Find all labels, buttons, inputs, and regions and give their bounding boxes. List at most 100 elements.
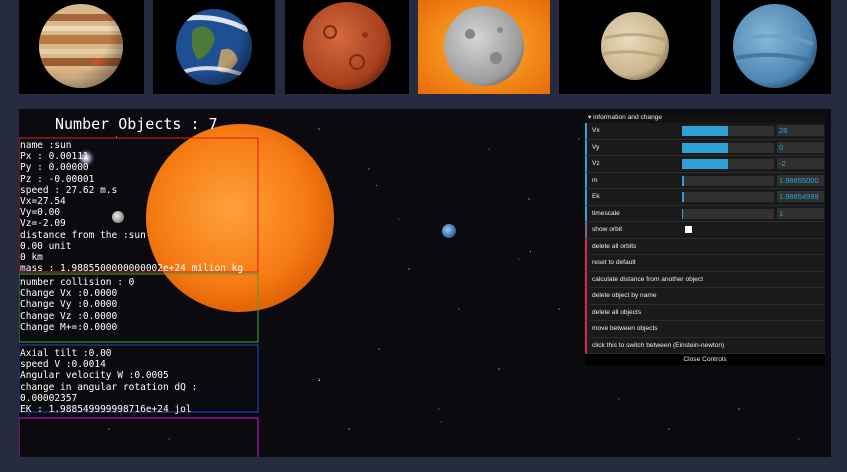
folder-title: information and change bbox=[593, 114, 663, 121]
collision-panel: number collision : 0 Change Vx :0.0000 C… bbox=[19, 276, 134, 333]
button-label: move between objects bbox=[592, 325, 658, 332]
jupiter-thumbnail[interactable] bbox=[19, 0, 144, 94]
mass-slider-fill bbox=[682, 175, 684, 186]
mars-thumbnail[interactable] bbox=[285, 0, 409, 94]
venus-icon bbox=[601, 12, 669, 80]
rotation-line: 0.00002357 bbox=[20, 392, 78, 404]
control-timescale: timescale 1 bbox=[585, 205, 825, 222]
jupiter-icon bbox=[39, 4, 123, 88]
button-label: calculate distance from another object bbox=[592, 275, 704, 283]
vx-input[interactable]: 28 bbox=[777, 125, 824, 136]
vy-input[interactable]: 0 bbox=[777, 141, 824, 153]
info-border-red bbox=[19, 137, 259, 273]
control-show-orbit[interactable]: show orbit bbox=[585, 222, 825, 239]
collision-line: Change Vz :0.0000 bbox=[20, 310, 118, 322]
timescale-input[interactable]: 1 bbox=[777, 207, 824, 219]
info-line: Px : 0.00111 bbox=[20, 151, 89, 163]
control-mass: m 1.98855000 bbox=[585, 172, 825, 189]
button-label: click this to switch between (Einstein-n… bbox=[592, 341, 725, 349]
vy-label: Vy bbox=[592, 143, 600, 151]
show-orbit-checkbox[interactable] bbox=[685, 226, 692, 233]
show-orbit-label: show orbit bbox=[592, 226, 623, 233]
neptune-thumbnail[interactable] bbox=[720, 0, 831, 94]
calculate-distance-button[interactable]: calculate distance from another object bbox=[585, 271, 825, 288]
vx-slider-fill bbox=[682, 126, 728, 136]
button-label: reset to default bbox=[592, 259, 636, 266]
moon-body bbox=[112, 211, 124, 223]
collision-line: number collision : 0 bbox=[20, 277, 135, 288]
info-line: mass : 1.9885500000000002e+24 milion kg bbox=[20, 263, 244, 275]
button-label: delete object by name bbox=[592, 292, 657, 299]
venus-thumbnail[interactable] bbox=[559, 0, 711, 94]
info-border-magenta bbox=[19, 417, 259, 457]
vx-slider[interactable] bbox=[682, 126, 774, 136]
collision-line: Change M+=:0.0000 bbox=[20, 321, 118, 333]
info-line: 0.00 unit bbox=[20, 240, 72, 252]
ek-slider-fill bbox=[682, 192, 684, 202]
control-vz: Vz -2 bbox=[585, 156, 825, 173]
info-line: Vx=27.54 bbox=[20, 195, 66, 207]
rotation-line: Angular velocity W :0.0005 bbox=[20, 370, 169, 382]
control-ek: Ek 1.98854999 bbox=[585, 189, 825, 206]
glowing-star bbox=[76, 148, 96, 168]
vz-label: Vz bbox=[592, 160, 600, 167]
mass-label: m bbox=[592, 176, 598, 184]
button-label: delete all objects bbox=[592, 308, 642, 316]
info-line: speed : 27.62 m.s bbox=[20, 184, 118, 196]
timescale-label: timescale bbox=[592, 209, 620, 217]
switch-einstein-newton-button[interactable]: click this to switch between (Einstein-n… bbox=[585, 337, 825, 354]
button-label: delete all orbits bbox=[592, 242, 637, 250]
mass-slider[interactable] bbox=[682, 175, 774, 186]
control-vx: Vx 28 bbox=[585, 123, 825, 140]
delete-all-objects-button[interactable]: delete all objects bbox=[585, 304, 825, 321]
rotation-panel: Axial tilt :0.00 speed V :0.0014 Angular… bbox=[19, 347, 197, 415]
vz-slider[interactable] bbox=[682, 159, 774, 169]
ek-input[interactable]: 1.98854999 bbox=[777, 191, 824, 202]
mercury-thumbnail[interactable] bbox=[418, 0, 550, 94]
info-line: Py : 0.00000 bbox=[20, 162, 89, 174]
vy-slider-fill bbox=[682, 142, 728, 153]
info-line: distance from the :sun bbox=[20, 229, 146, 241]
move-between-objects-button[interactable]: move between objects bbox=[585, 321, 825, 338]
info-line: Pz : -0.00001 bbox=[20, 173, 95, 185]
collision-line: Change Vx :0.0000 bbox=[20, 288, 118, 300]
vy-slider[interactable] bbox=[682, 142, 774, 153]
reset-default-button[interactable]: reset to default bbox=[585, 255, 825, 272]
info-line: name :sun bbox=[20, 140, 72, 151]
controls-folder-header[interactable]: ▾ information and change bbox=[585, 113, 825, 123]
object-info-panel: name :sun Px : 0.00111 Py : 0.00000 Pz :… bbox=[19, 139, 243, 274]
control-vy: Vy 0 bbox=[585, 139, 825, 156]
neptune-icon bbox=[733, 4, 817, 88]
number-objects-title: Number Objects : 7 bbox=[55, 115, 218, 133]
collision-line: Change Vy :0.0000 bbox=[20, 299, 118, 311]
timescale-slider-fill bbox=[682, 208, 683, 219]
delete-all-orbits-button[interactable]: delete all orbits bbox=[585, 238, 825, 255]
scene-graphics bbox=[19, 124, 800, 457]
rotation-line: change in angular rotation dQ : bbox=[20, 381, 198, 393]
mercury-icon bbox=[418, 0, 550, 94]
info-line: 0 km bbox=[20, 251, 43, 263]
rotation-line: speed V :0.0014 bbox=[20, 359, 106, 371]
info-border-blue bbox=[19, 344, 259, 413]
earth-thumbnail[interactable] bbox=[153, 0, 275, 94]
delete-object-by-name-button[interactable]: delete object by name bbox=[585, 288, 825, 305]
rotation-line: EK : 1.988549999998716e+24 jol bbox=[20, 403, 192, 415]
controls-panel: ▾ information and change Vx 28 Vy 0 Vz -… bbox=[585, 113, 825, 365]
vz-slider-fill bbox=[682, 159, 728, 169]
close-controls-button[interactable]: Close Controls bbox=[585, 354, 825, 365]
earth-icon bbox=[176, 9, 252, 85]
sun-body bbox=[146, 124, 334, 312]
earth-body bbox=[442, 224, 456, 238]
vx-label: Vx bbox=[592, 127, 600, 134]
triangle-down-icon: ▾ bbox=[588, 114, 592, 121]
info-line: Vy=0.00 bbox=[20, 207, 61, 219]
ek-label: Ek bbox=[592, 193, 600, 200]
info-line: Vz=-2.09 bbox=[20, 218, 66, 230]
info-border-green bbox=[19, 273, 259, 343]
ek-slider[interactable] bbox=[682, 192, 774, 202]
rotation-line: Axial tilt :0.00 bbox=[20, 348, 112, 359]
mars-icon bbox=[303, 2, 391, 90]
vz-input[interactable]: -2 bbox=[777, 158, 824, 169]
mass-input[interactable]: 1.98855000 bbox=[777, 174, 824, 186]
timescale-slider[interactable] bbox=[682, 208, 774, 219]
